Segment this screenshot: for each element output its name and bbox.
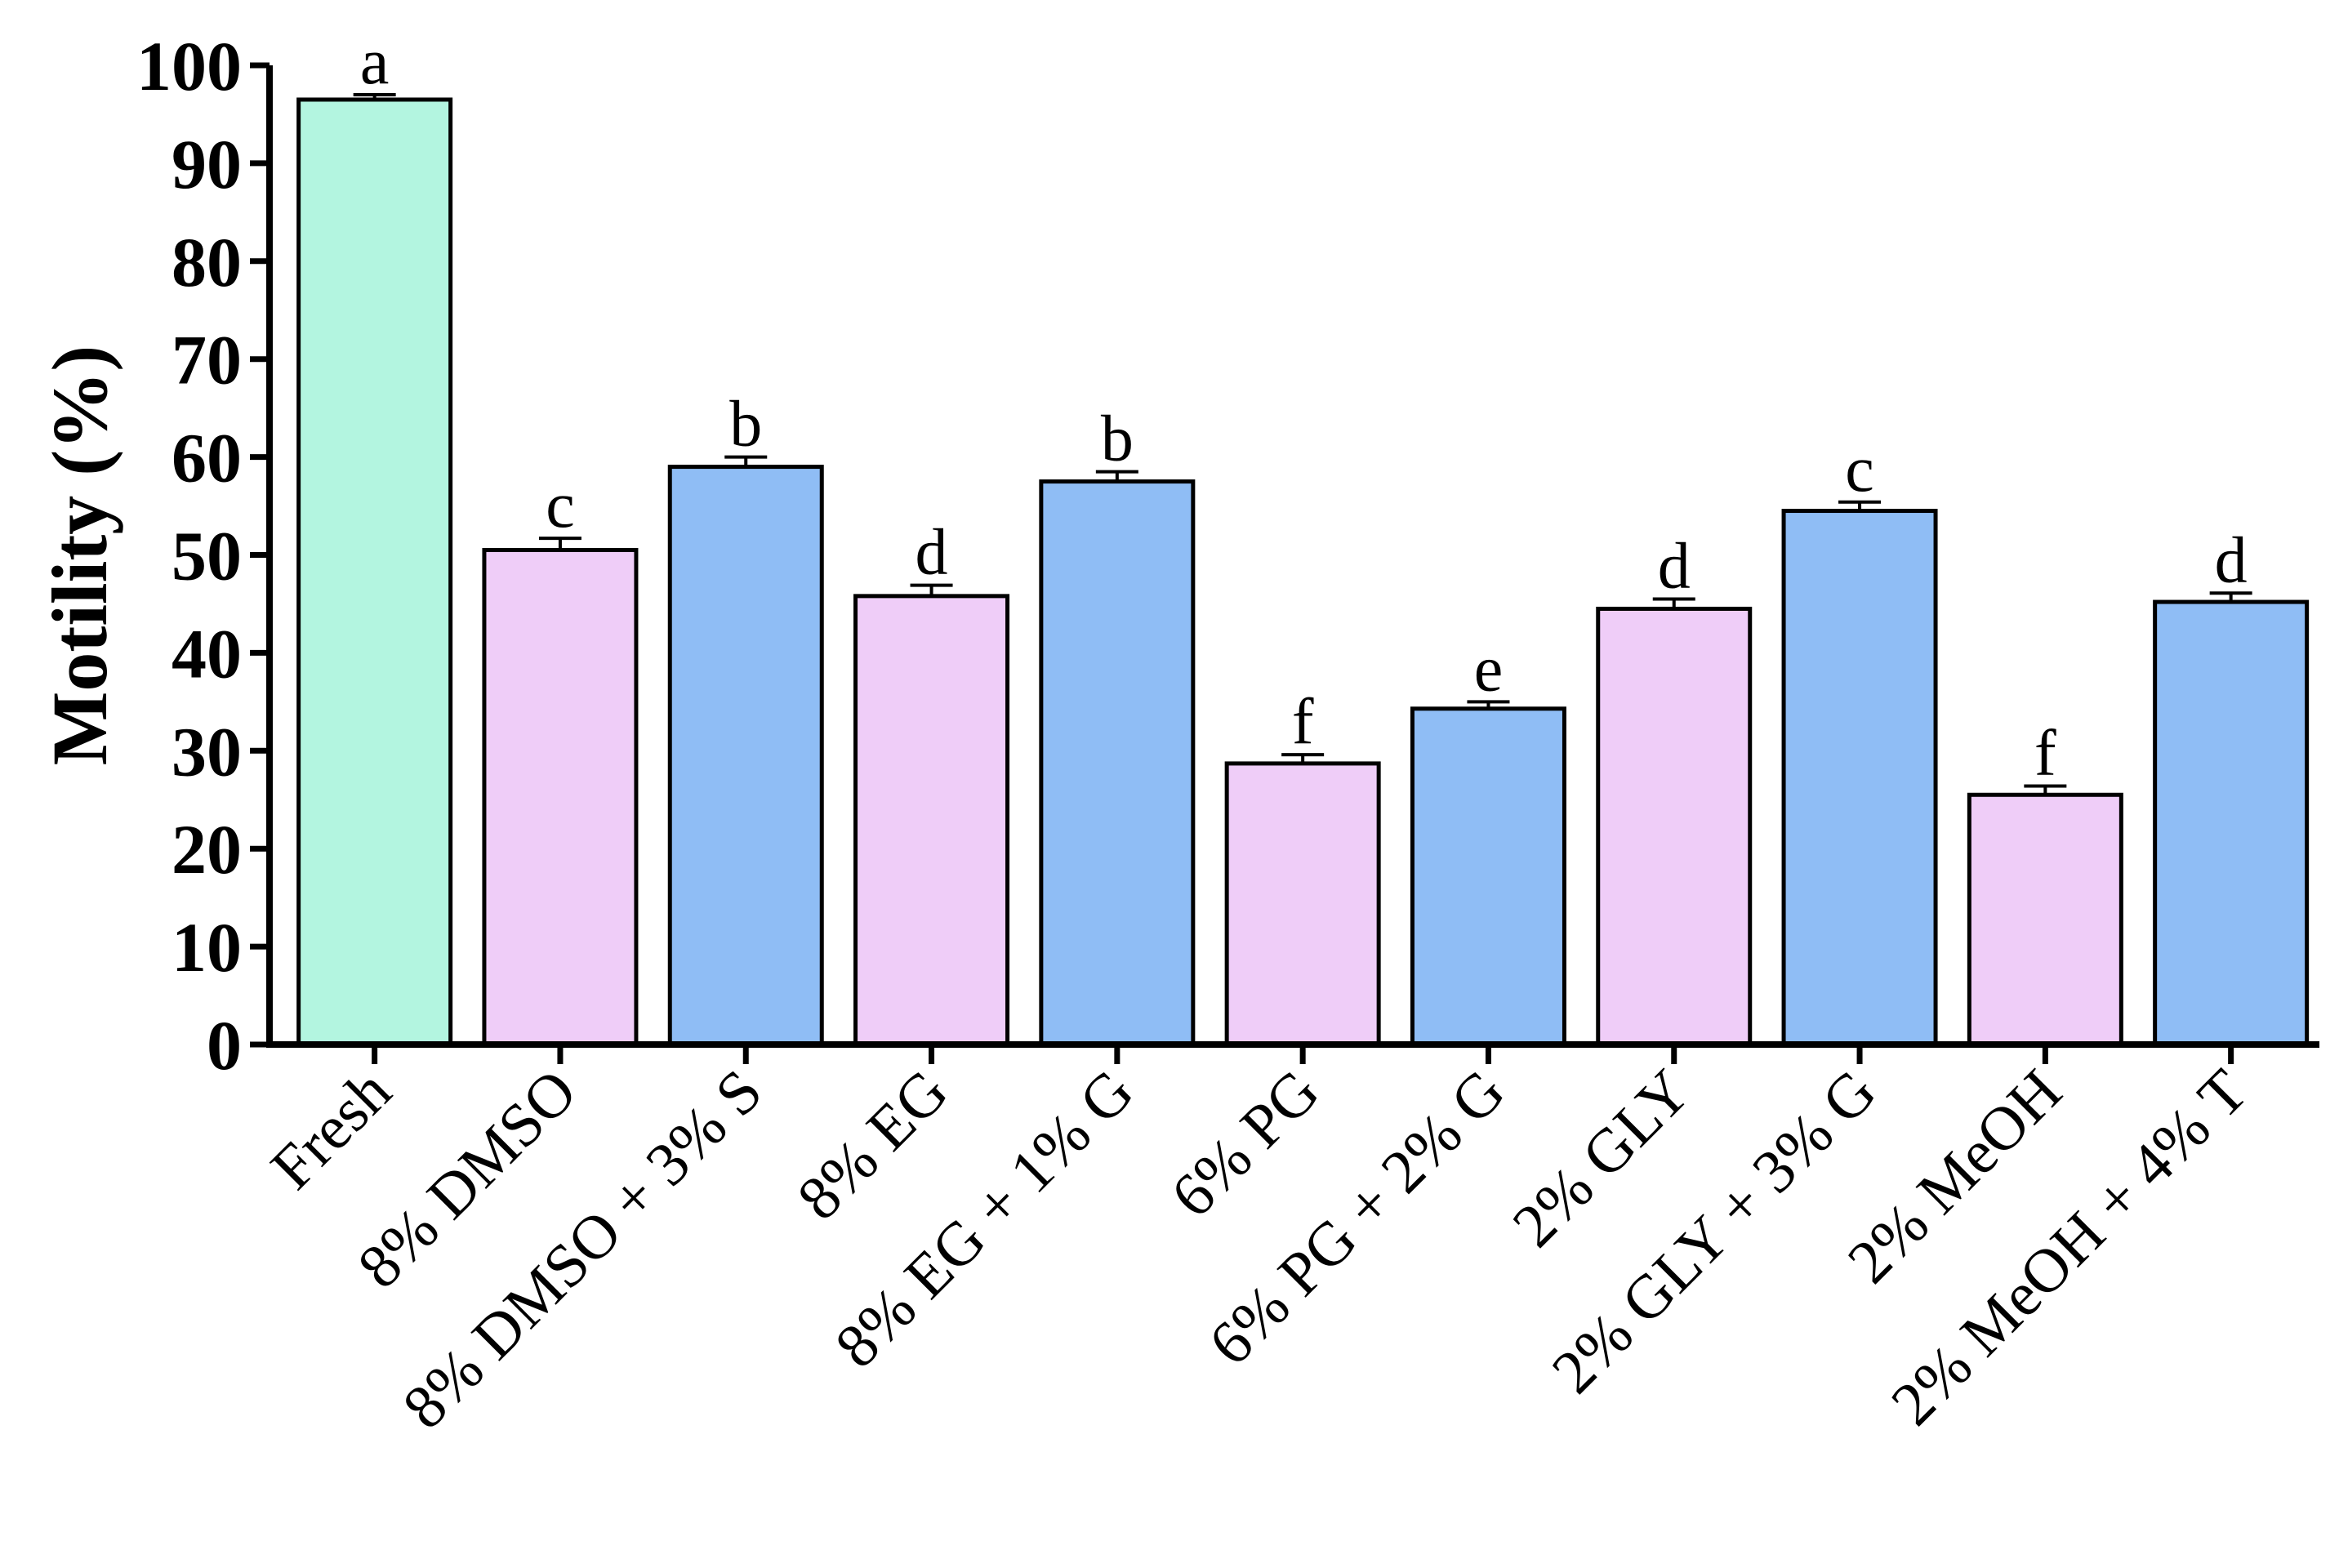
y-tick-label: 70	[172, 321, 242, 399]
significance-label: f	[2034, 717, 2056, 789]
significance-label: f	[1292, 686, 1314, 758]
y-tick-label: 80	[172, 223, 242, 301]
y-tick-label: 30	[172, 712, 242, 791]
bar	[1410, 706, 1566, 1047]
bar	[1781, 509, 1938, 1047]
x-tick-label: 2% GLY + 3% G	[1539, 1057, 1889, 1407]
bar	[482, 548, 639, 1047]
significance-label: e	[1474, 633, 1504, 705]
bar	[2153, 599, 2310, 1047]
y-tick-label: 90	[172, 125, 242, 203]
x-tick-label: Fresh	[258, 1057, 404, 1203]
y-tick-label: 60	[172, 419, 242, 497]
significance-label: d	[916, 517, 948, 589]
bars-layer: a c b d b f e d c f d	[296, 26, 2310, 1047]
y-tick-label: 10	[172, 908, 242, 987]
x-tick-label: 2% MeOH + 4% T	[1878, 1057, 2261, 1439]
significance-label: b	[729, 389, 762, 461]
y-tick-label: 20	[172, 810, 242, 889]
significance-label: c	[546, 470, 575, 541]
y-tick-label: 0	[207, 1006, 242, 1085]
bar	[1224, 761, 1381, 1047]
significance-label: c	[1845, 434, 1874, 506]
y-tick-label: 40	[172, 614, 242, 693]
y-tick-label: 50	[172, 517, 242, 595]
y-axis-title: Motility (%)	[36, 345, 123, 766]
significance-label: b	[1101, 403, 1134, 475]
y-ticks: 0 10 20 30 40 50 60 70 80 90 100	[136, 27, 270, 1085]
y-tick-label: 100	[136, 27, 242, 105]
x-tick-label: 8% EG	[784, 1057, 960, 1233]
significance-label: a	[360, 26, 390, 98]
bar	[1039, 479, 1196, 1047]
x-tick-label: 6% PG	[1158, 1057, 1332, 1231]
bar	[853, 594, 1010, 1047]
significance-label: d	[2215, 524, 2248, 596]
bar	[296, 97, 453, 1047]
bar	[1596, 606, 1753, 1047]
bar	[667, 465, 824, 1047]
x-tick-label: 8% DMSO + 3% S	[390, 1057, 775, 1442]
bar	[1967, 792, 2123, 1047]
significance-label: d	[1658, 530, 1691, 602]
